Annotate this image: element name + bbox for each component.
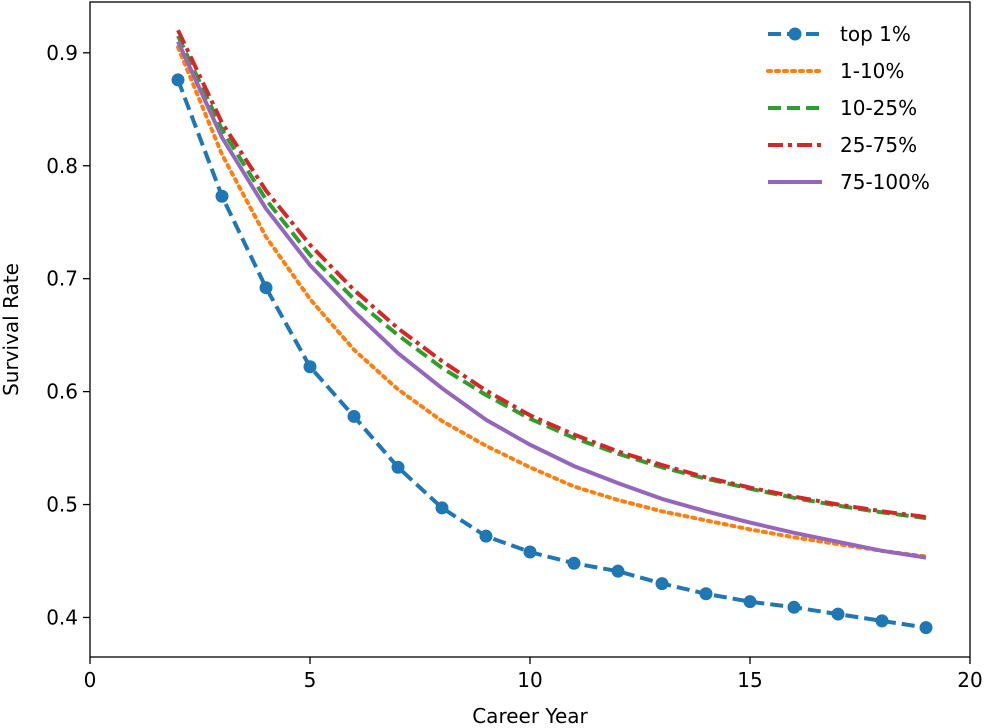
legend-item: 1-10% bbox=[766, 59, 904, 83]
data-point bbox=[435, 501, 449, 515]
legend-label: top 1% bbox=[840, 22, 911, 46]
x-tick-label: 10 bbox=[517, 668, 542, 692]
data-point bbox=[875, 614, 889, 628]
data-point bbox=[655, 577, 669, 591]
series-line-1 bbox=[176, 45, 928, 559]
series-line-3 bbox=[176, 29, 927, 519]
y-tick-label: 0.9 bbox=[46, 41, 78, 65]
legend: top 1% 1-10% 10-25% 25-75% 75-100% bbox=[766, 22, 930, 194]
legend-label: 10-25% bbox=[840, 96, 917, 120]
data-point bbox=[215, 189, 229, 203]
series-line-2 bbox=[176, 35, 927, 521]
legend-item: 25-75% bbox=[768, 133, 917, 157]
legend-label: 25-75% bbox=[840, 133, 917, 157]
y-axis: 0.4 0.5 0.6 0.7 0.8 0.9 bbox=[46, 41, 90, 629]
y-tick-label: 0.8 bbox=[46, 154, 78, 178]
x-tick-label: 20 bbox=[957, 668, 982, 692]
data-point bbox=[259, 281, 273, 295]
x-tick-label: 0 bbox=[84, 668, 97, 692]
legend-item: 75-100% bbox=[768, 170, 930, 194]
series-line-0 bbox=[176, 79, 927, 630]
data-point bbox=[171, 73, 185, 87]
x-tick-label: 5 bbox=[304, 668, 317, 692]
data-point bbox=[567, 556, 581, 570]
x-axis-label: Career Year bbox=[472, 704, 588, 728]
legend-item: 10-25% bbox=[768, 96, 917, 120]
data-point bbox=[347, 409, 361, 423]
series-line-4 bbox=[176, 40, 927, 560]
legend-label: 1-10% bbox=[840, 59, 904, 83]
y-tick-label: 0.5 bbox=[46, 493, 78, 517]
y-tick-label: 0.4 bbox=[46, 605, 78, 629]
data-point bbox=[523, 545, 537, 559]
data-point bbox=[743, 595, 757, 609]
data-point bbox=[831, 607, 845, 621]
y-axis-label: Survival Rate bbox=[0, 263, 23, 396]
y-tick-label: 0.7 bbox=[46, 267, 78, 291]
data-point bbox=[611, 564, 625, 578]
plot-frame bbox=[89, 1, 971, 658]
x-axis: 0 5 10 15 20 bbox=[84, 657, 983, 692]
legend-label: 75-100% bbox=[840, 170, 930, 194]
data-point bbox=[303, 360, 317, 374]
data-point bbox=[699, 587, 713, 601]
data-point bbox=[787, 600, 801, 614]
legend-item: top 1% bbox=[768, 22, 911, 46]
x-tick-label: 15 bbox=[737, 668, 762, 692]
y-tick-label: 0.6 bbox=[46, 380, 78, 404]
data-point bbox=[919, 621, 933, 635]
data-point bbox=[391, 460, 405, 474]
series-layer bbox=[171, 29, 933, 635]
data-point bbox=[479, 529, 493, 543]
legend-marker bbox=[788, 27, 802, 41]
